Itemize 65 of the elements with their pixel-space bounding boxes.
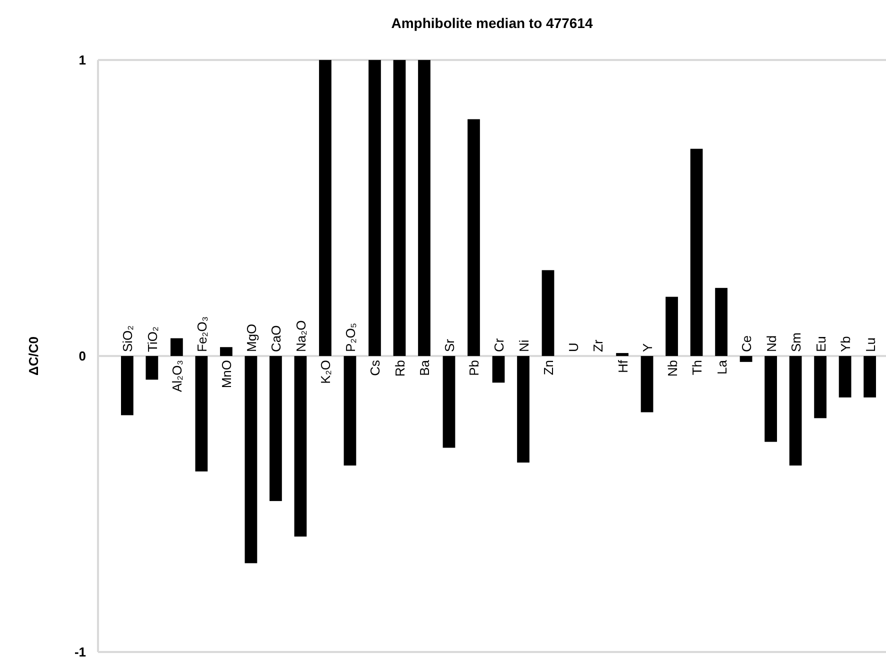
bar bbox=[121, 356, 134, 416]
bar bbox=[864, 356, 876, 398]
x-tick-label: Ba bbox=[417, 359, 432, 376]
x-tick-label: Al₂O₃ bbox=[170, 360, 185, 392]
x-tick-label: Nd bbox=[764, 335, 779, 352]
bar bbox=[666, 296, 678, 356]
x-tick-label: Y bbox=[640, 343, 656, 352]
bar bbox=[393, 60, 406, 356]
x-tick-label: La bbox=[714, 359, 730, 374]
x-tick-label: Cs bbox=[368, 360, 383, 376]
bar bbox=[789, 356, 802, 466]
x-tick-label: Sr bbox=[442, 338, 457, 352]
bar bbox=[270, 356, 282, 502]
bar bbox=[616, 353, 628, 356]
x-tick-label: Zn bbox=[541, 360, 556, 376]
x-tick-label: U bbox=[566, 342, 581, 352]
bar bbox=[442, 356, 456, 448]
bar bbox=[690, 148, 703, 356]
x-tick-label: Lu bbox=[862, 338, 878, 352]
y-tick-label: 1 bbox=[78, 52, 86, 68]
x-tick-label: Hf bbox=[615, 360, 630, 373]
bar bbox=[146, 356, 158, 380]
bar bbox=[838, 356, 852, 398]
bar bbox=[740, 356, 752, 362]
bar bbox=[195, 356, 208, 472]
chart-title: Amphibolite median to 477614 bbox=[391, 15, 593, 31]
x-tick-label: Ni bbox=[516, 340, 532, 352]
x-tick-label: Eu bbox=[813, 336, 828, 352]
bar bbox=[294, 356, 307, 537]
x-tick-label: P₂O₅ bbox=[342, 322, 358, 352]
x-tick-label: Nb bbox=[664, 360, 680, 377]
x-tick-label: Sm bbox=[788, 332, 804, 352]
x-tick-label: K₂O bbox=[318, 360, 334, 384]
bar bbox=[542, 270, 554, 356]
x-tick-label: MgO bbox=[244, 324, 259, 352]
x-tick-label: Th bbox=[690, 360, 705, 376]
bar bbox=[220, 347, 232, 356]
x-tick-label: CaO bbox=[268, 325, 284, 352]
bar bbox=[368, 60, 381, 356]
bar bbox=[640, 356, 654, 412]
x-tick-label: MnO bbox=[219, 360, 234, 388]
x-tick-label: Fe₂O₃ bbox=[194, 316, 210, 352]
bar bbox=[814, 356, 826, 418]
x-tick-label: Yb bbox=[838, 336, 854, 352]
bar bbox=[344, 356, 356, 466]
bar bbox=[418, 60, 430, 356]
bar bbox=[517, 356, 530, 463]
bar bbox=[468, 119, 480, 356]
bar bbox=[170, 338, 183, 356]
y-axis-title: ΔC/C0 bbox=[26, 336, 41, 376]
x-tick-label: Rb bbox=[392, 360, 408, 377]
bar bbox=[244, 356, 258, 564]
bar bbox=[715, 288, 728, 356]
x-tick-label: Ce bbox=[739, 335, 754, 352]
x-tick-label: Zr bbox=[590, 339, 606, 352]
x-tick-label: TiO₂ bbox=[144, 326, 160, 352]
x-tick-label: Na₂O bbox=[293, 320, 308, 352]
x-tick-label: SiO₂ bbox=[120, 325, 136, 352]
x-tick-label: Pb bbox=[466, 360, 482, 376]
bar bbox=[319, 60, 332, 356]
x-tick-label: Cr bbox=[492, 338, 506, 352]
bar bbox=[492, 356, 505, 383]
y-tick-label: 0 bbox=[78, 348, 86, 364]
bar bbox=[764, 356, 777, 442]
y-tick-label: -1 bbox=[74, 644, 86, 660]
